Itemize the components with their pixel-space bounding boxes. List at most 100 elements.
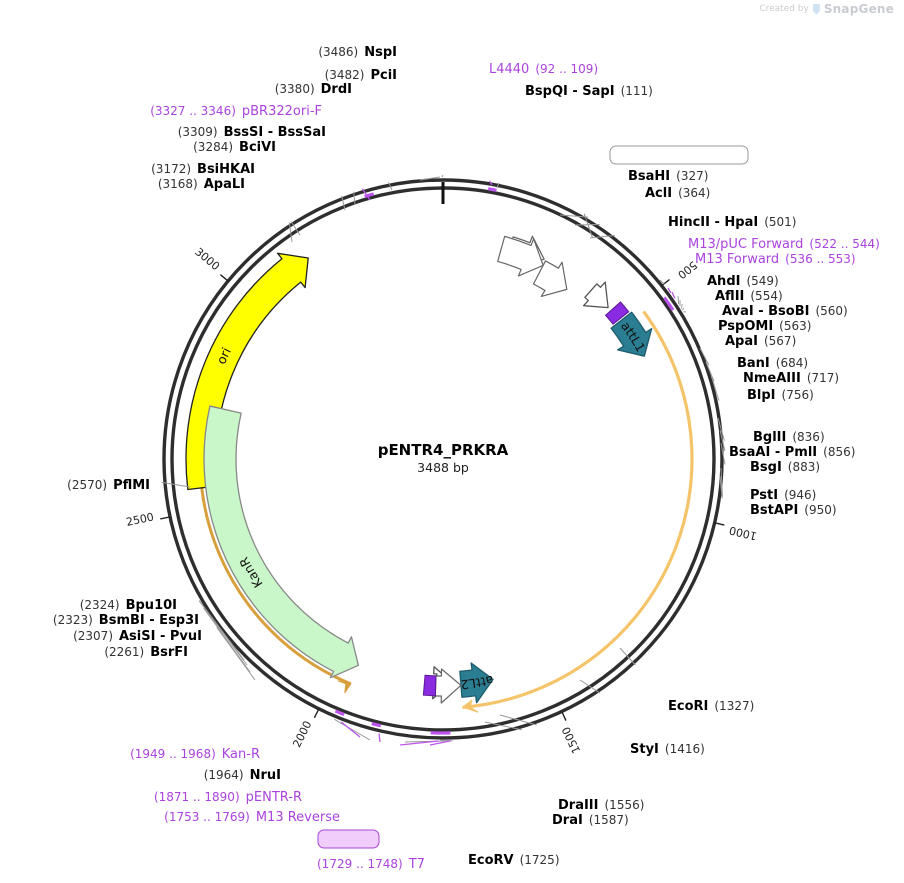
plasmid-title: pENTR4_PRKRA bbox=[378, 441, 509, 459]
label--3482-pcii[interactable]: (3482) PciI bbox=[325, 68, 397, 83]
label-draiii-1556-[interactable]: DraIII (1556) bbox=[558, 798, 644, 813]
label-bsaai-pmli-856-[interactable]: BsaAI - PmlI (856) bbox=[729, 445, 855, 460]
label-bsahi-327-[interactable]: BsaHI (327) bbox=[628, 169, 708, 184]
label-apai-567-[interactable]: ApaI (567) bbox=[725, 334, 796, 349]
plasmid-size: 3488 bp bbox=[417, 460, 469, 475]
label--3380-drdi[interactable]: (3380) DrdI bbox=[275, 82, 352, 97]
feature-t7-promoter-box bbox=[422, 674, 437, 697]
tick-label-2000: 2000 bbox=[290, 719, 314, 750]
label--2323-bsmbi-esp3i[interactable]: (2323) BsmBI - Esp3I bbox=[53, 613, 199, 628]
label--1964-nrui[interactable]: (1964) NruI bbox=[204, 768, 281, 783]
label--3284-bcivi[interactable]: (3284) BciVI bbox=[193, 140, 276, 155]
feature-arrow-shape bbox=[203, 405, 360, 679]
label--3168-apali[interactable]: (3168) ApaLI bbox=[158, 177, 245, 192]
label-pspomi-563-[interactable]: PspOMI (563) bbox=[718, 319, 811, 334]
feature-label: ori bbox=[213, 345, 234, 366]
label-bsgi-883-[interactable]: BsgI (883) bbox=[750, 460, 820, 475]
label-psti-946-[interactable]: PstI (946) bbox=[750, 488, 816, 503]
label--3172-bsihkai[interactable]: (3172) BsiHKAI bbox=[151, 162, 255, 177]
leader-line-29 bbox=[619, 647, 636, 666]
leader-line-9 bbox=[496, 182, 500, 189]
leader-line-41 bbox=[203, 607, 251, 673]
leader-line-5 bbox=[341, 195, 346, 211]
label-bspqi-sapi-111-[interactable]: BspQI - SapI (111) bbox=[525, 84, 653, 99]
annotation-labels[interactable]: (3486) NspI (3482) PciI(3380) DrdI (3327 .. 3… bbox=[53, 45, 880, 872]
backbone-outer-circle bbox=[162, 178, 724, 740]
label-bani-684-[interactable]: BanI (684) bbox=[737, 356, 808, 371]
leader-line-13 bbox=[659, 279, 665, 285]
plasmid-backbone bbox=[162, 178, 724, 740]
primer-site-tick-3 bbox=[371, 722, 382, 728]
label-ecorv-1725-[interactable]: EcoRV (1725) bbox=[468, 853, 560, 868]
label-box-10 bbox=[609, 145, 749, 165]
watermark-prefix: Created by bbox=[759, 4, 809, 14]
feature-t7-promoter-arrow bbox=[434, 668, 462, 704]
leader-lines bbox=[161, 174, 726, 746]
label--3327-3346-pbr322ori-f[interactable]: (3327 .. 3346) pBR322ori-F bbox=[150, 104, 322, 119]
label--1871-1890-pentr-r[interactable]: (1871 .. 1890) pENTR-R bbox=[154, 790, 302, 805]
leader-line-25 bbox=[719, 429, 726, 451]
feature-arrow-shape bbox=[459, 662, 494, 704]
label-ahdi-549-[interactable]: AhdI (549) bbox=[707, 274, 779, 289]
label--1753-1769-m13-reverse[interactable]: (1753 .. 1769) M13 Reverse bbox=[164, 810, 340, 825]
leader-line-27 bbox=[720, 467, 723, 497]
label--1729-1748-t7[interactable]: (1729 .. 1748) T7 bbox=[317, 857, 425, 872]
label-hincii-hpai-501-[interactable]: HincII - HpaI (501) bbox=[668, 215, 797, 230]
label--3309-bsssi-bsssai[interactable]: (3309) BssSI - BssSaI bbox=[178, 125, 326, 140]
transcript-arrow-head-kanr bbox=[337, 680, 352, 694]
label-aflii-554-[interactable]: AflII (554) bbox=[715, 289, 783, 304]
primer-site-tick-0 bbox=[487, 187, 497, 192]
label-m13-forward-536-553-[interactable]: M13 Forward (536 .. 553) bbox=[695, 252, 856, 267]
label-ecori-1327-[interactable]: EcoRI (1327) bbox=[668, 699, 754, 714]
label-bglii-836-[interactable]: BglII (836) bbox=[753, 430, 825, 445]
leader-line-37 bbox=[378, 733, 381, 743]
feature-attl2[interactable]: attL2 bbox=[459, 662, 495, 704]
leader-line-35 bbox=[429, 740, 451, 746]
label-styi-1416-[interactable]: StyI (1416) bbox=[630, 742, 705, 757]
leader-line-38 bbox=[333, 718, 371, 741]
leader-line-14 bbox=[667, 287, 672, 294]
tick-1000 bbox=[714, 522, 725, 526]
leader-line-15 bbox=[671, 291, 676, 299]
feature-rrnb-t1-terminator-arrow bbox=[497, 235, 544, 277]
tick-2000 bbox=[313, 708, 320, 719]
feature-m13-fwd[interactable] bbox=[0, 0, 609, 309]
label-nmeaiii-717-[interactable]: NmeAIII (717) bbox=[743, 371, 839, 386]
leader-line-43 bbox=[198, 600, 245, 661]
feature-marker-3 bbox=[583, 213, 594, 238]
feature-rrnb-t2-terminator-arrow bbox=[532, 260, 568, 298]
leader-line-0 bbox=[441, 174, 444, 178]
primer-site-tick-4 bbox=[334, 709, 345, 717]
leader-line-6 bbox=[290, 221, 301, 236]
label--1949-1968-kan-r[interactable]: (1949 .. 1968) Kan-R bbox=[130, 747, 260, 762]
leader-line-39 bbox=[340, 721, 361, 738]
label-drai-1587-[interactable]: DraI (1587) bbox=[552, 813, 629, 828]
label-avai-bsobi-560-[interactable]: AvaI - BsoBI (560) bbox=[722, 304, 848, 319]
leader-line-32 bbox=[484, 721, 522, 731]
snapgene-watermark: Created by SnapGene bbox=[759, 2, 894, 16]
label-blpi-756-[interactable]: BlpI (756) bbox=[747, 388, 814, 403]
tick-label-1500: 1500 bbox=[559, 725, 583, 756]
leader-line-10 bbox=[559, 214, 589, 218]
label-acli-364-[interactable]: AclI (364) bbox=[645, 186, 710, 201]
transcript-arc-right bbox=[462, 310, 694, 709]
label-box-34 bbox=[317, 829, 380, 849]
label--2570-pflmi[interactable]: (2570) PflMI bbox=[67, 478, 150, 493]
feature-kanr[interactable]: KanR bbox=[203, 405, 360, 679]
snapgene-flag-icon bbox=[812, 3, 820, 15]
leader-line-8 bbox=[488, 180, 493, 186]
label-m13-puc-forward-522-544-[interactable]: M13/pUC Forward (522 .. 544) bbox=[688, 237, 880, 252]
label-l4440-92-109-[interactable]: L4440 (92 .. 109) bbox=[489, 62, 598, 77]
leader-line-28 bbox=[719, 475, 723, 499]
label--2307-asisi-pvui[interactable]: (2307) AsiSI - PvuI bbox=[73, 629, 202, 644]
leader-line-1 bbox=[419, 176, 441, 181]
primer-site-tick-1 bbox=[663, 296, 675, 311]
label--2324-bpu10i[interactable]: (2324) Bpu10I bbox=[80, 598, 177, 613]
label-bstapi-950-[interactable]: BstAPI (950) bbox=[750, 503, 837, 518]
leader-line-26 bbox=[720, 442, 726, 465]
label--3486-nspi[interactable]: (3486) NspI bbox=[318, 45, 397, 60]
tick-label-3000: 3000 bbox=[192, 245, 222, 273]
label--2261-bsrfi[interactable]: (2261) BsrFI bbox=[104, 645, 188, 660]
